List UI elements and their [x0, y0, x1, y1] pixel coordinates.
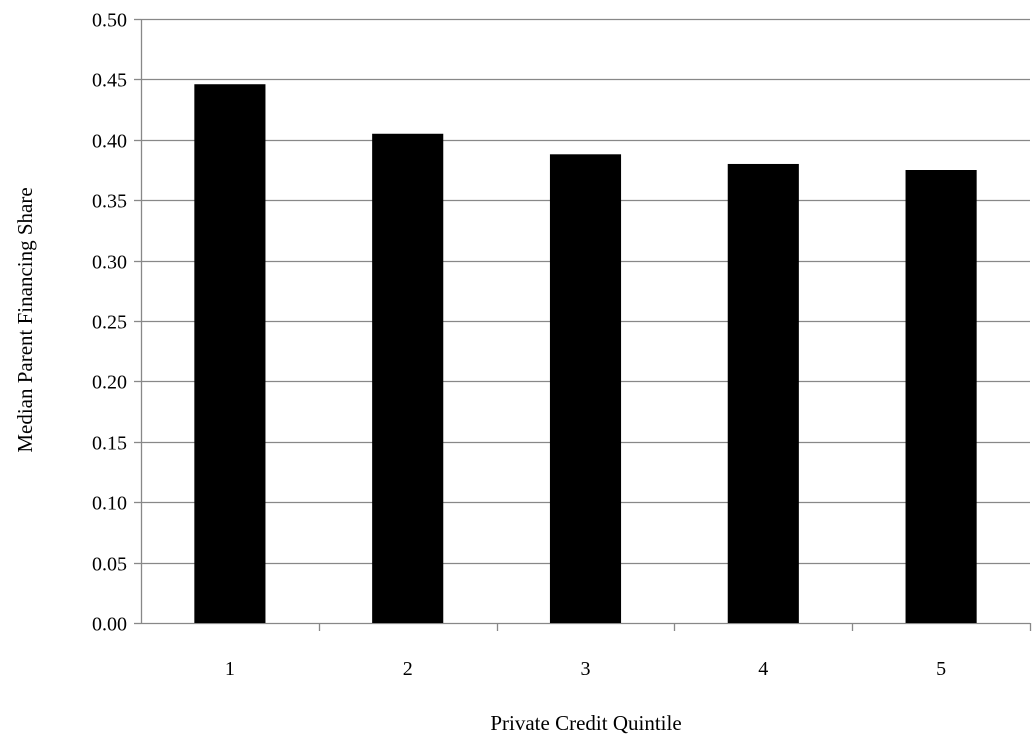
y-tick-label: 0.10 [92, 493, 127, 515]
x-tick-label: 4 [758, 658, 768, 680]
y-tick-label: 0.05 [92, 554, 127, 576]
y-tick-labels: 0.00 0.05 0.10 0.15 0.20 0.25 0.30 0.35 0.40 0.45… [92, 10, 127, 636]
x-tick-labels: 1 2 3 4 5 [225, 658, 946, 680]
x-tick-label: 3 [581, 658, 591, 680]
x-tick-label: 5 [936, 658, 946, 680]
x-tick-label: 2 [403, 658, 413, 680]
bar-3 [550, 154, 621, 623]
y-tick-label: 0.50 [92, 10, 127, 32]
x-axis-title: Private Credit Quintile [490, 711, 681, 735]
y-axis-title: Median Parent Financing Share [13, 187, 37, 452]
y-tick-label: 0.15 [92, 433, 127, 455]
y-tick-label: 0.00 [92, 614, 127, 636]
bar-1 [194, 84, 265, 623]
y-tick-label: 0.25 [92, 312, 127, 334]
y-tick-label: 0.35 [92, 191, 127, 213]
y-tick-label: 0.30 [92, 252, 127, 274]
y-tick-label: 0.20 [92, 372, 127, 394]
y-tick-label: 0.45 [92, 70, 127, 92]
bars [194, 84, 976, 623]
y-tick-label: 0.40 [92, 131, 127, 153]
bar-2 [372, 134, 443, 623]
bar-5 [906, 170, 977, 623]
x-tick-label: 1 [225, 658, 235, 680]
bar-4 [728, 164, 799, 623]
